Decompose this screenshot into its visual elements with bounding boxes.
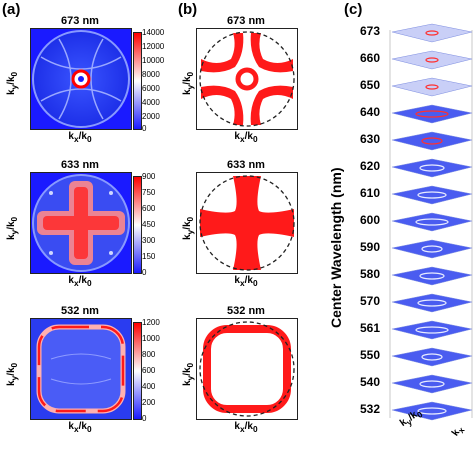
wavelength-label: 640 xyxy=(359,105,380,119)
wavelength-label: 590 xyxy=(359,240,380,254)
wavelength-label: 600 xyxy=(359,213,380,227)
stack-slice xyxy=(391,320,473,340)
panel-a-label: (a) xyxy=(2,1,21,18)
row1-ylabel: ky/k0 xyxy=(6,71,19,95)
row3-xlabel: kx/k0 xyxy=(68,421,92,434)
cb-tick: 12000 xyxy=(142,42,165,51)
cb-tick: 750 xyxy=(142,188,156,197)
cb-tick: 600 xyxy=(142,204,156,213)
wavelength-label: 532 xyxy=(359,402,380,416)
row3-ylabel: ky/k0 xyxy=(6,362,19,386)
wavelength-label: 650 xyxy=(359,78,380,92)
panel-c-stack xyxy=(348,18,474,444)
cb-tick: 8000 xyxy=(142,70,160,79)
stack-slice xyxy=(391,239,473,259)
row3-colorbar-ticks: 1200 1000 800 600 400 200 0 xyxy=(142,318,178,423)
cb-tick: 0 xyxy=(142,268,147,277)
row2-title-a: 633 nm xyxy=(61,159,99,171)
row3-title-a: 532 nm xyxy=(61,305,99,317)
stack-slice xyxy=(391,104,473,124)
row1-title-a: 673 nm xyxy=(61,15,99,27)
row3-ylabel-b: ky/k0 xyxy=(182,362,195,386)
stack-slice xyxy=(391,50,473,70)
row1-title-b: 673 nm xyxy=(227,15,265,27)
cb-tick: 10000 xyxy=(142,56,165,65)
row2-colorbar xyxy=(133,176,142,274)
cb-tick: 600 xyxy=(142,366,156,375)
cb-tick: 800 xyxy=(142,350,156,359)
row1-simulated-map xyxy=(196,28,298,130)
row2-colorbar-ticks: 900 750 600 450 300 150 0 xyxy=(142,172,178,277)
cb-tick: 0 xyxy=(142,414,147,423)
cb-tick: 0 xyxy=(142,124,147,133)
row3-title-b: 532 nm xyxy=(227,305,265,317)
row1-xlabel: kx/k0 xyxy=(68,131,92,144)
stack-slice xyxy=(391,374,473,394)
stack-slice xyxy=(391,347,473,367)
stack-slice xyxy=(391,131,473,151)
cb-tick: 2000 xyxy=(142,112,160,121)
stack-slice xyxy=(391,23,473,43)
wavelength-label: 660 xyxy=(359,51,380,65)
cb-tick: 4000 xyxy=(142,98,160,107)
stack-slice xyxy=(391,401,473,421)
stack-slice xyxy=(391,185,473,205)
row2-simulated-map xyxy=(196,172,298,274)
cb-tick: 1200 xyxy=(142,318,160,327)
row3-colorbar xyxy=(133,322,142,420)
wavelength-label: 580 xyxy=(359,267,380,281)
panel-c-axis-title: Center Wavelength (nm) xyxy=(328,167,344,329)
row1-colorbar-ticks: 14000 12000 10000 8000 6000 4000 2000 0 xyxy=(142,28,178,133)
row3-simulated-map xyxy=(196,318,298,420)
cb-tick: 6000 xyxy=(142,84,160,93)
panel-c-label: (c) xyxy=(344,1,363,18)
row1-measured-map xyxy=(30,28,132,130)
cb-tick: 200 xyxy=(142,398,156,407)
cb-tick: 14000 xyxy=(142,28,165,37)
stack-slice xyxy=(391,293,473,313)
cb-tick: 900 xyxy=(142,172,156,181)
row1-colorbar xyxy=(133,32,142,130)
wavelength-label: 570 xyxy=(359,294,380,308)
cb-tick: 400 xyxy=(142,382,156,391)
stack-slice xyxy=(391,212,473,232)
wavelength-label: 610 xyxy=(359,186,380,200)
row2-title-b: 633 nm xyxy=(227,159,265,171)
cb-tick: 450 xyxy=(142,220,156,229)
cb-tick: 300 xyxy=(142,236,156,245)
row1-xlabel-b: kx/k0 xyxy=(234,131,258,144)
row1-ylabel-b: ky/k0 xyxy=(182,71,195,95)
row2-xlabel-b: kx/k0 xyxy=(234,275,258,288)
row2-ylabel-b: ky/k0 xyxy=(182,216,195,240)
stack-slices xyxy=(389,23,473,421)
stack-slice xyxy=(391,158,473,178)
wavelength-label: 630 xyxy=(359,132,380,146)
wavelength-label: 540 xyxy=(359,375,380,389)
row3-xlabel-b: kx/k0 xyxy=(234,421,258,434)
wavelength-label: 550 xyxy=(359,348,380,362)
wavelength-label: 673 xyxy=(359,24,380,38)
row2-ylabel: ky/k0 xyxy=(6,216,19,240)
stack-slice xyxy=(391,77,473,97)
cb-tick: 150 xyxy=(142,252,156,261)
cb-tick: 1000 xyxy=(142,334,160,343)
stack-slice xyxy=(391,266,473,286)
wavelength-label: 620 xyxy=(359,159,380,173)
panel-c-wavelength-labels: 673 660 650 640 630 620 610 600 590 580 … xyxy=(348,18,388,428)
panel-b-label: (b) xyxy=(178,1,198,18)
wavelength-label: 561 xyxy=(359,321,380,335)
row3-measured-map xyxy=(30,318,132,420)
row2-measured-map xyxy=(30,172,132,274)
row2-xlabel: kx/k0 xyxy=(68,275,92,288)
